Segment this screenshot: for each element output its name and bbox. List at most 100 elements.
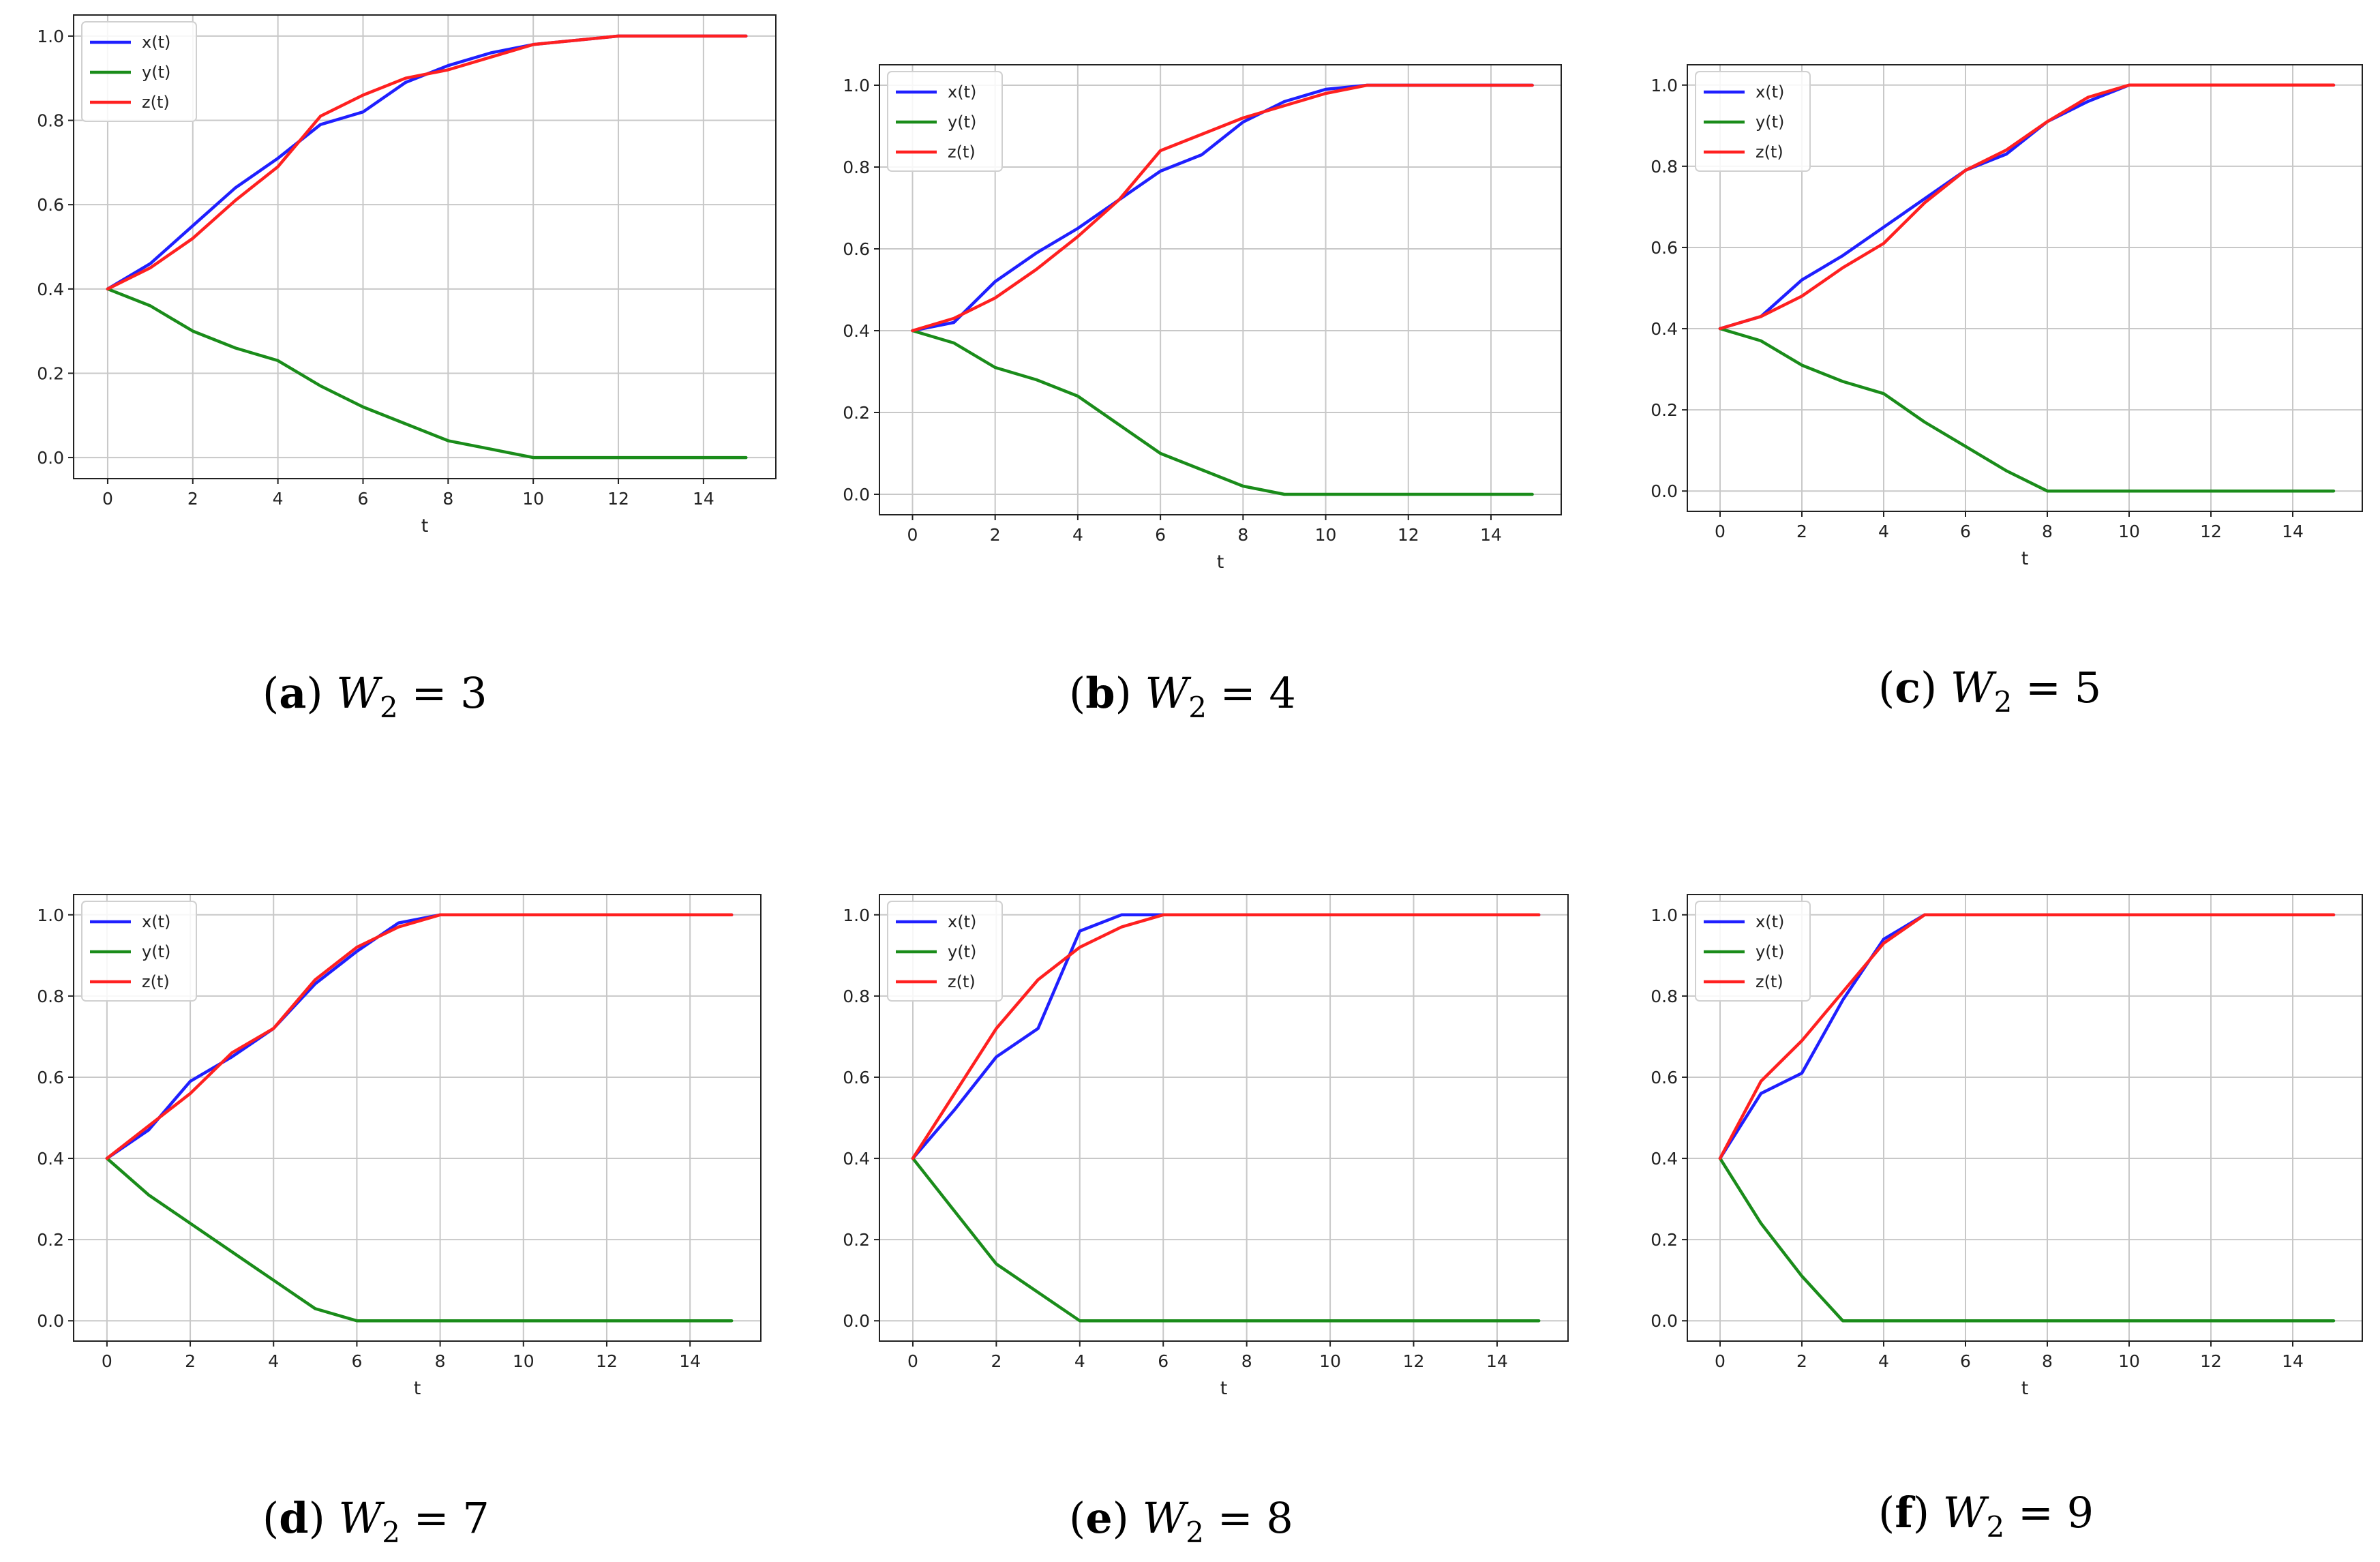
chart-panel-b: 0 2 4 6 8 10 12 14 0.0 0.2 0.4 0.6 0.8 1.0 t x(t) y(t) z(…	[843, 64, 1562, 573]
y-tick-label: 0.2	[37, 363, 64, 383]
x-tick-label: 6	[358, 489, 369, 509]
y-tick-label: 0.6	[37, 1068, 64, 1087]
caption-variable: W	[1142, 1493, 1186, 1543]
legend-label-yt: y(t)	[1756, 112, 1784, 132]
x-tick-label: 8	[2042, 1351, 2053, 1371]
caption-value: 7	[462, 1493, 489, 1543]
x-tick-label: 4	[1878, 522, 1889, 541]
y-tick-label: 0.6	[1651, 238, 1678, 258]
y-tick-label: 0.2	[37, 1230, 64, 1250]
series-line-xt	[911, 913, 1541, 1160]
y-tick-label: 0.4	[37, 280, 64, 299]
x-tick-label: 0	[102, 1351, 112, 1371]
caption-letter: a	[279, 668, 307, 718]
x-tick-label: 0	[102, 489, 113, 509]
x-tick-label: 12	[596, 1351, 618, 1371]
caption-subscript: 2	[1188, 691, 1207, 724]
caption-d: (d) W2 = 7	[262, 1493, 489, 1549]
x-tick-label: 0	[907, 1351, 918, 1371]
x-tick-label: 12	[607, 489, 629, 509]
plot-frame	[879, 64, 1562, 515]
x-tick-label: 2	[990, 525, 1001, 545]
y-tick-label: 0.0	[37, 448, 64, 468]
x-tick-label: 2	[991, 1351, 1001, 1371]
x-tick-label: 0	[907, 525, 918, 545]
y-tick-label: 0.2	[843, 1230, 870, 1250]
caption-c: (c) W2 = 5	[1878, 663, 2102, 719]
y-tick-label: 0.6	[1651, 1068, 1678, 1087]
plot-frame	[1687, 894, 2363, 1342]
legend-label-zt: z(t)	[948, 972, 976, 991]
caption-variable: W	[1145, 668, 1189, 718]
caption-letter: d	[279, 1493, 309, 1543]
y-tick-label: 1.0	[843, 76, 870, 95]
y-tick-label: 1.0	[1651, 905, 1678, 925]
caption-variable: W	[1942, 1488, 1987, 1537]
x-tick-label: 6	[1158, 1351, 1169, 1371]
legend-label-zt: z(t)	[142, 93, 170, 112]
legend-label-xt: x(t)	[948, 912, 976, 931]
x-tick-label: 4	[268, 1351, 279, 1371]
legend-box	[81, 901, 197, 1002]
x-tick-label: 14	[1486, 1351, 1508, 1371]
chart-panel-e: 0 2 4 6 8 10 12 14 0.0 0.2 0.4 0.6 0.8 1.0 t x(t) y(t) z(…	[843, 894, 1569, 1399]
x-tick-label: 8	[435, 1351, 446, 1371]
legend-label-xt: x(t)	[1756, 912, 1784, 931]
caption-b: (b) W2 = 4	[1069, 668, 1296, 724]
x-tick-label: 8	[1241, 1351, 1252, 1371]
legend-label-zt: z(t)	[948, 142, 976, 162]
caption-subscript: 2	[1993, 685, 2013, 719]
y-tick-label: 0.2	[1651, 400, 1678, 420]
series-line-zt	[911, 913, 1541, 1160]
legend-label-xt: x(t)	[948, 82, 976, 102]
x-axis-label: t	[414, 1378, 421, 1399]
x-tick-label: 2	[185, 1351, 196, 1371]
legend-label-xt: x(t)	[142, 33, 170, 52]
series-line-yt	[911, 1156, 1541, 1323]
y-tick-label: 0.0	[1651, 481, 1678, 501]
y-tick-label: 1.0	[37, 905, 64, 925]
legend-label-xt: x(t)	[1756, 82, 1784, 102]
x-tick-label: 2	[187, 489, 198, 509]
x-tick-label: 0	[1715, 1351, 1726, 1371]
legend-box	[887, 901, 1003, 1002]
caption-e: (e) W2 = 8	[1069, 1493, 1293, 1549]
x-axis-label: t	[421, 515, 429, 537]
caption-variable: W	[1950, 663, 1994, 712]
y-tick-label: 0.8	[1651, 157, 1678, 177]
y-tick-label: 0.6	[37, 195, 64, 215]
x-tick-label: 14	[679, 1351, 701, 1371]
x-tick-label: 6	[1155, 525, 1166, 545]
x-tick-label: 10	[513, 1351, 534, 1371]
x-tick-label: 14	[1480, 525, 1502, 545]
x-tick-label: 12	[1403, 1351, 1425, 1371]
caption-letter: f	[1895, 1488, 1913, 1537]
y-tick-label: 0.8	[843, 157, 870, 177]
chart-panel-c: 0 2 4 6 8 10 12 14 0.0 0.2 0.4 0.6 0.8 1.0 t x(t) y(t) z(…	[1651, 64, 2363, 569]
x-tick-label: 4	[1072, 525, 1083, 545]
x-tick-label: 10	[2118, 1351, 2140, 1371]
x-tick-label: 6	[351, 1351, 362, 1371]
legend-label-zt: z(t)	[1756, 142, 1783, 162]
x-tick-label: 14	[2282, 522, 2304, 541]
caption-value: 4	[1269, 668, 1296, 718]
legend-label-yt: y(t)	[1756, 942, 1784, 961]
y-tick-label: 0.0	[37, 1311, 64, 1331]
y-tick-label: 0.8	[37, 111, 64, 131]
x-tick-label: 4	[273, 489, 284, 509]
x-tick-label: 10	[522, 489, 544, 509]
series-line-xt	[1718, 913, 2336, 1160]
y-tick-label: 0.0	[1651, 1311, 1678, 1331]
legend-label-yt: y(t)	[142, 63, 170, 82]
x-tick-label: 8	[2042, 522, 2053, 541]
series-line-yt	[105, 1156, 734, 1323]
x-tick-label: 0	[1715, 522, 1726, 541]
legend-label-zt: z(t)	[142, 972, 170, 991]
plot-frame	[73, 894, 762, 1342]
caption-variable: W	[336, 668, 380, 718]
x-tick-label: 6	[1960, 1351, 1971, 1371]
x-tick-label: 4	[1074, 1351, 1085, 1371]
caption-value: 8	[1266, 1493, 1293, 1543]
caption-letter: e	[1085, 1493, 1113, 1543]
